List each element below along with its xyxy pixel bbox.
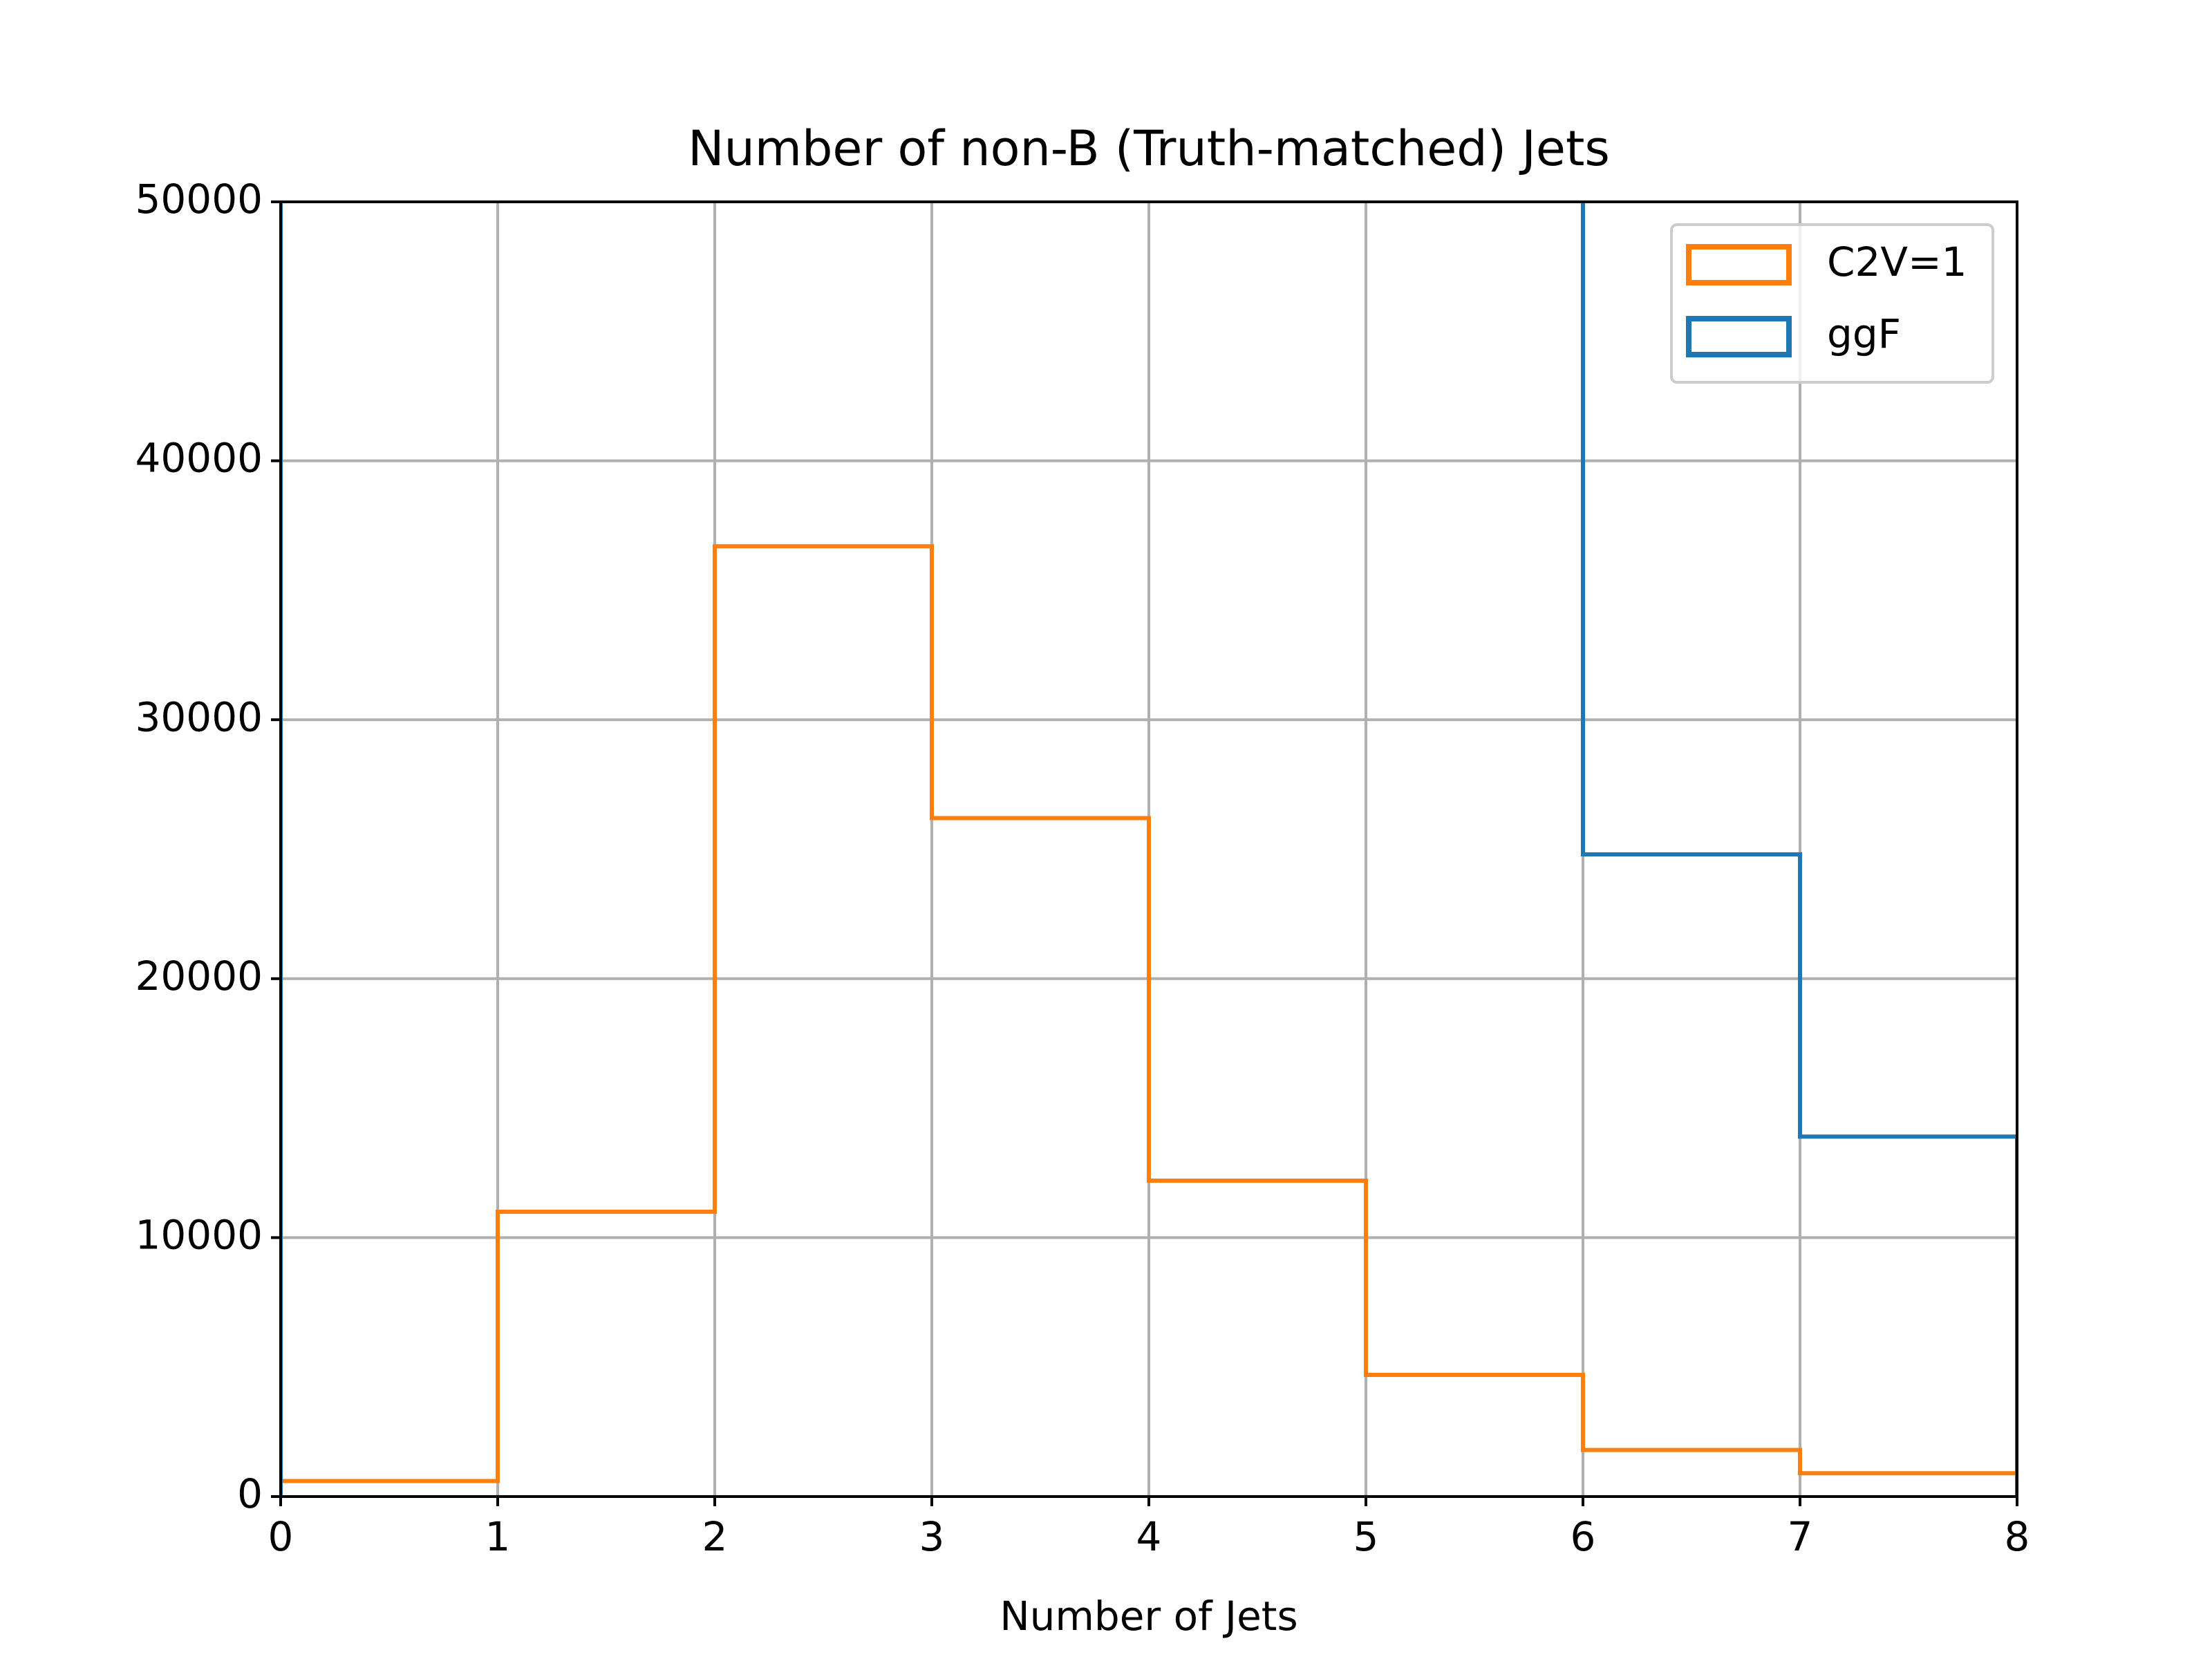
y-tick-label: 0 [237,1470,263,1517]
legend-label: C2V=1 [1827,238,1967,285]
y-tick-label: 30000 [135,693,263,740]
legend-swatch [1686,244,1792,285]
x-tick-label: 6 [1571,1513,1596,1560]
y-tick-label: 40000 [135,435,263,482]
chart-title: Number of non-B (Truth-matched) Jets [688,120,1610,177]
y-tick-label: 50000 [135,176,263,223]
x-axis-label: Number of Jets [1000,1593,1298,1640]
y-tick-label: 20000 [135,953,263,1000]
legend-box [1670,223,1994,384]
legend-swatch [1686,316,1792,357]
x-tick-label: 8 [2005,1513,2030,1560]
x-tick-label: 0 [268,1513,294,1560]
x-tick-label: 1 [485,1513,511,1560]
y-tick-label: 10000 [135,1212,263,1259]
plot-area [281,202,2017,1497]
x-tick-label: 5 [1353,1513,1379,1560]
legend-label: ggF [1827,310,1901,357]
x-tick-label: 2 [702,1513,728,1560]
x-tick-label: 4 [1136,1513,1162,1560]
legend: C2V=1 ggF [1670,223,1994,384]
ticks: 0 1 2 3 4 5 6 7 8 0 10000 20000 30000 40000 50000 [135,176,2030,1560]
x-tick-label: 7 [1788,1513,1813,1560]
x-tick-label: 3 [919,1513,945,1560]
